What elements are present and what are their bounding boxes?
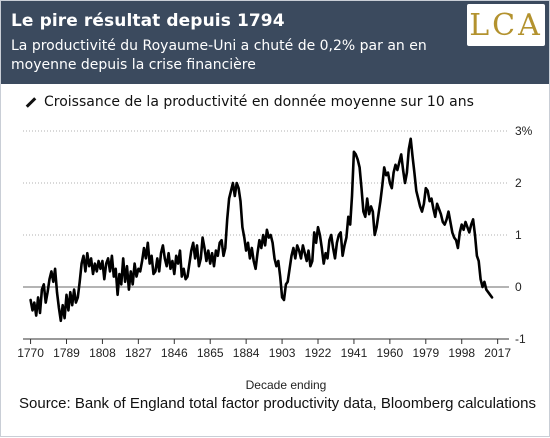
x-tick-label: 1922 <box>305 346 332 360</box>
x-tick-label: 2017 <box>484 346 511 360</box>
x-tick-label: 1884 <box>233 346 260 360</box>
source-note: Source: Bank of England total factor pro… <box>19 395 536 412</box>
x-tick-label: 1998 <box>448 346 475 360</box>
y-tick-label: -1 <box>515 332 526 346</box>
x-tick-label: 1789 <box>53 346 80 360</box>
series-line-productivity <box>29 137 494 323</box>
x-tick-label: 1903 <box>269 346 296 360</box>
chart-title: Croissance de la productivité en donnée … <box>25 94 474 110</box>
y-tick-label: 2 <box>515 176 522 190</box>
x-tick-label: 1846 <box>161 346 188 360</box>
x-tick-label: 1979 <box>412 346 439 360</box>
chart-title-text: Croissance de la productivité en donnée … <box>44 94 474 110</box>
x-tick-label: 1827 <box>125 346 152 360</box>
headline: Le pire résultat depuis 1794 <box>11 11 285 31</box>
header-banner: Le pire résultat depuis 1794 La producti… <box>1 1 549 84</box>
x-tick-label: 1865 <box>197 346 224 360</box>
x-tick-label: 1960 <box>377 346 404 360</box>
subheadline: La productivité du Royaume-Uni a chuté d… <box>11 38 427 73</box>
brand-logo: LCA <box>467 4 545 46</box>
y-tick-label: 3% <box>515 124 533 138</box>
x-tick-label: 1808 <box>89 346 116 360</box>
logo-text: LCA <box>469 7 543 43</box>
y-tick-label: 0 <box>515 280 522 294</box>
x-tick-label: 1941 <box>341 346 368 360</box>
x-axis-label: Decade ending <box>246 378 327 392</box>
y-tick-label: 1 <box>515 228 522 242</box>
x-tick-label: 1770 <box>17 346 44 360</box>
